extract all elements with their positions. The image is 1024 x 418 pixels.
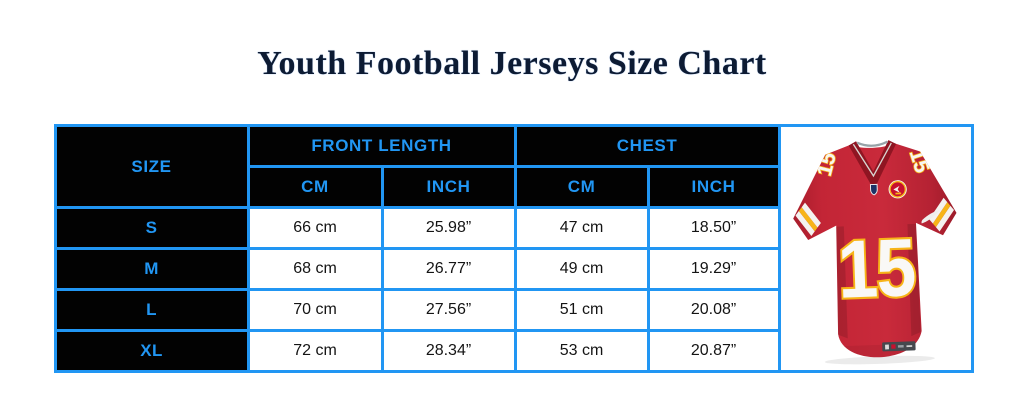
left-side-panel	[833, 225, 848, 338]
team-patch-icon	[888, 179, 907, 198]
header-row-groups: SIZE FRONT LENGTH CHEST	[53, 124, 974, 373]
table-row-l: L 70 cm 27.56” 51 cm 20.08”	[53, 288, 972, 332]
chest-cm-value: 53 cm	[513, 329, 650, 373]
size-chart-container: SIZE FRONT LENGTH CHEST	[53, 124, 974, 373]
chest-inch-value: 20.08”	[646, 288, 781, 332]
header-row-units: CM INCH CM INCH	[55, 165, 972, 209]
jersey-image: 15 15 15	[781, 130, 971, 368]
page-title: Youth Football Jerseys Size Chart	[257, 45, 767, 82]
jersey-body	[792, 142, 957, 357]
chest-inch-value: 19.29”	[646, 247, 781, 291]
header-chest: CHEST	[513, 124, 781, 168]
chest-cm-value: 47 cm	[513, 206, 650, 250]
header-front-length: FRONT LENGTH	[246, 124, 517, 168]
right-side-panel	[906, 223, 921, 336]
header-chest-cm: CM	[513, 165, 650, 209]
jersey-shadow	[824, 355, 935, 364]
header-front-inch: INCH	[380, 165, 517, 209]
collar-band	[848, 139, 896, 190]
table-row-xl: XL 72 cm 28.34” 53 cm 20.87”	[53, 329, 972, 373]
jock-tag	[881, 340, 916, 351]
chest-cm-value: 51 cm	[513, 288, 650, 332]
front-length-cm-value: 72 cm	[246, 329, 384, 373]
football-jersey-graphic: 15 15 15	[792, 139, 957, 364]
svg-text:15: 15	[836, 221, 916, 315]
header-size: SIZE	[53, 124, 250, 209]
nfl-shield-icon	[869, 183, 878, 195]
inner-collar-line	[856, 140, 888, 147]
chest-cm-value: 49 cm	[513, 247, 650, 291]
header-chest-inch: INCH	[646, 165, 781, 209]
front-length-cm-value: 70 cm	[246, 288, 384, 332]
front-length-inch-value: 26.77”	[380, 247, 517, 291]
table-row-m: M 68 cm 26.77” 49 cm 19.29”	[53, 247, 972, 291]
chest-inch-value: 18.50”	[646, 206, 781, 250]
size-label: L	[53, 288, 250, 332]
table-row-s: S 66 cm 25.98” 47 cm 18.50”	[53, 206, 972, 250]
front-length-inch-value: 28.34”	[380, 329, 517, 373]
front-length-inch-value: 25.98”	[380, 206, 517, 250]
chest-number: 15	[834, 219, 918, 317]
nike-swoosh-icon	[921, 209, 940, 223]
front-length-cm-value: 66 cm	[246, 206, 384, 250]
front-length-cm-value: 68 cm	[246, 247, 384, 291]
jersey-photo-cell: 15 15 15	[777, 124, 974, 373]
size-label: S	[53, 206, 250, 250]
chest-inch-value: 20.87”	[646, 329, 781, 373]
header-front-cm: CM	[246, 165, 384, 209]
front-length-inch-value: 27.56”	[380, 288, 517, 332]
size-label: M	[53, 247, 250, 291]
left-sleeve-stripes	[794, 202, 821, 236]
collar-piping	[852, 142, 892, 177]
size-chart-table: SIZE FRONT LENGTH CHEST	[53, 124, 974, 373]
size-label: XL	[53, 329, 250, 373]
